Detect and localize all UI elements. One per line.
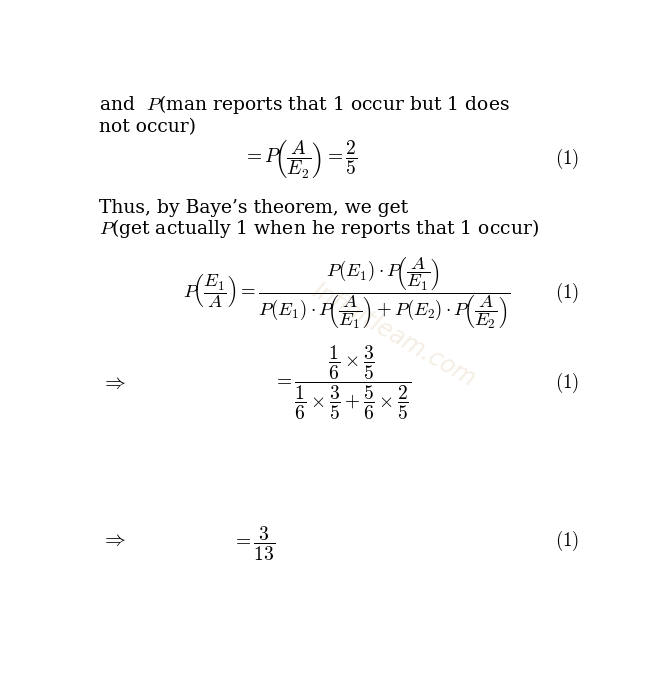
Text: $\Rightarrow$: $\Rightarrow$: [101, 532, 127, 550]
Text: $= \dfrac{3}{13}$: $= \dfrac{3}{13}$: [232, 525, 275, 563]
Text: $= P\!\left(\dfrac{A}{E_2}\right) = \dfrac{2}{5}$: $= P\!\left(\dfrac{A}{E_2}\right) = \dfr…: [243, 138, 358, 181]
Text: $(\mathbf{1})$: $(\mathbf{1})$: [555, 147, 579, 172]
Text: $(\mathbf{1})$: $(\mathbf{1})$: [555, 371, 579, 395]
Text: and  $P$(man reports that 1 occur but 1 does: and $P$(man reports that 1 occur but 1 d…: [99, 93, 510, 116]
Text: $=\dfrac{\dfrac{1}{6}\times\dfrac{3}{5}}{\dfrac{1}{6}\times\dfrac{3}{5}+\dfrac{5: $=\dfrac{\dfrac{1}{6}\times\dfrac{3}{5}}…: [273, 344, 411, 422]
Text: $(\mathbf{1})$: $(\mathbf{1})$: [555, 281, 579, 305]
Text: $P$(get actually 1 when he reports that 1 occur): $P$(get actually 1 when he reports that …: [99, 218, 539, 240]
Text: Thus, by Baye’s theorem, we get: Thus, by Baye’s theorem, we get: [99, 199, 408, 217]
Text: not occur): not occur): [99, 118, 196, 136]
Text: $\Rightarrow$: $\Rightarrow$: [101, 374, 127, 393]
Text: $(\mathbf{1})$: $(\mathbf{1})$: [555, 529, 579, 553]
Text: Infinitleam.com: Infinitleam.com: [307, 279, 480, 391]
Text: $P\!\left(\dfrac{E_1}{A}\right) = \dfrac{P(E_1)\cdot P\!\left(\dfrac{A}{E_1}\rig: $P\!\left(\dfrac{E_1}{A}\right) = \dfrac…: [183, 255, 511, 331]
